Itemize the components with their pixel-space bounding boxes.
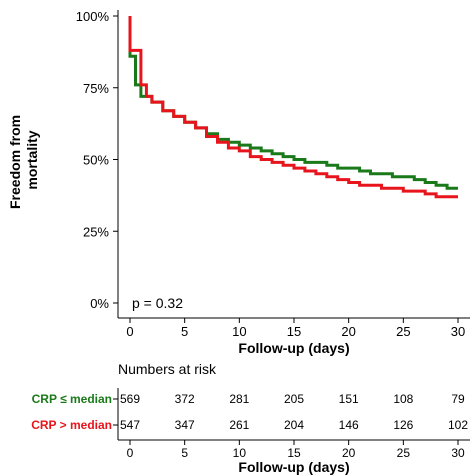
risk-count: 79 bbox=[451, 392, 465, 406]
x-axis-title: Follow-up (days) bbox=[238, 340, 349, 356]
risk-table-x-ticks: 0 5 10 15 20 25 30 bbox=[127, 440, 465, 460]
risk-count: 205 bbox=[284, 392, 304, 406]
risk-count: 281 bbox=[229, 392, 249, 406]
x-tick-label: 15 bbox=[287, 324, 301, 339]
x-tick-label: 30 bbox=[451, 324, 465, 339]
x-tick-label: 5 bbox=[181, 324, 188, 339]
risk-count: 126 bbox=[393, 418, 413, 432]
y-axis-title: Freedom from mortality bbox=[7, 111, 40, 209]
risk-count: 146 bbox=[339, 418, 359, 432]
risk-count: 151 bbox=[339, 392, 359, 406]
risk-table-rows: CRP ≤ median 569 372 281 205 151 108 79 CRP > me… bbox=[31, 392, 468, 432]
x-tick-label: 0 bbox=[126, 324, 133, 339]
y-axis-title-line-2: mortality bbox=[24, 130, 40, 189]
risk-x-tick-label: 15 bbox=[287, 446, 301, 460]
p-value-annotation: p = 0.32 bbox=[132, 295, 183, 311]
risk-x-tick-label: 0 bbox=[127, 446, 134, 460]
y-tick-label: 0% bbox=[90, 296, 109, 311]
survival-curves bbox=[128, 16, 458, 199]
risk-x-tick-label: 10 bbox=[233, 446, 247, 460]
risk-row-label: CRP > median bbox=[31, 418, 112, 432]
y-tick-label: 100% bbox=[76, 9, 110, 24]
y-tick-label: 75% bbox=[83, 81, 109, 96]
risk-table-x-axis-title: Follow-up (days) bbox=[238, 459, 349, 475]
risk-count: 569 bbox=[120, 392, 140, 406]
risk-x-tick-label: 30 bbox=[451, 446, 465, 460]
survival-curve-crp-low bbox=[128, 16, 458, 190]
y-tick-label: 50% bbox=[83, 153, 109, 168]
y-axis-title-line-1: Freedom from bbox=[7, 115, 23, 209]
risk-count: 108 bbox=[393, 392, 413, 406]
risk-count: 547 bbox=[120, 418, 140, 432]
x-axis-ticks: 0 5 10 15 20 25 30 bbox=[126, 318, 465, 339]
survival-curve-crp-high bbox=[128, 16, 458, 199]
risk-table-title: Numbers at risk bbox=[118, 361, 217, 377]
risk-x-tick-label: 20 bbox=[342, 446, 356, 460]
risk-x-tick-label: 25 bbox=[397, 446, 411, 460]
x-tick-label: 20 bbox=[341, 324, 355, 339]
risk-count: 204 bbox=[284, 418, 304, 432]
risk-count: 102 bbox=[448, 418, 468, 432]
risk-x-tick-label: 5 bbox=[181, 446, 188, 460]
y-axis-ticks: 0% 25% 50% 75% 100% bbox=[76, 9, 118, 311]
risk-count: 261 bbox=[229, 418, 249, 432]
y-tick-label: 25% bbox=[83, 224, 109, 239]
x-tick-label: 10 bbox=[232, 324, 246, 339]
risk-table: Numbers at risk CRP ≤ median 569 372 281 205… bbox=[31, 361, 470, 475]
risk-row-label: CRP ≤ median bbox=[32, 392, 112, 406]
x-tick-label: 25 bbox=[396, 324, 410, 339]
risk-count: 372 bbox=[175, 392, 195, 406]
risk-count: 347 bbox=[175, 418, 195, 432]
main-plot: Freedom from mortality 0% 25% 50% 75% 100% 0… bbox=[7, 9, 470, 356]
svg-text:Freedom from mortality: Freedom from mortality bbox=[7, 111, 40, 209]
